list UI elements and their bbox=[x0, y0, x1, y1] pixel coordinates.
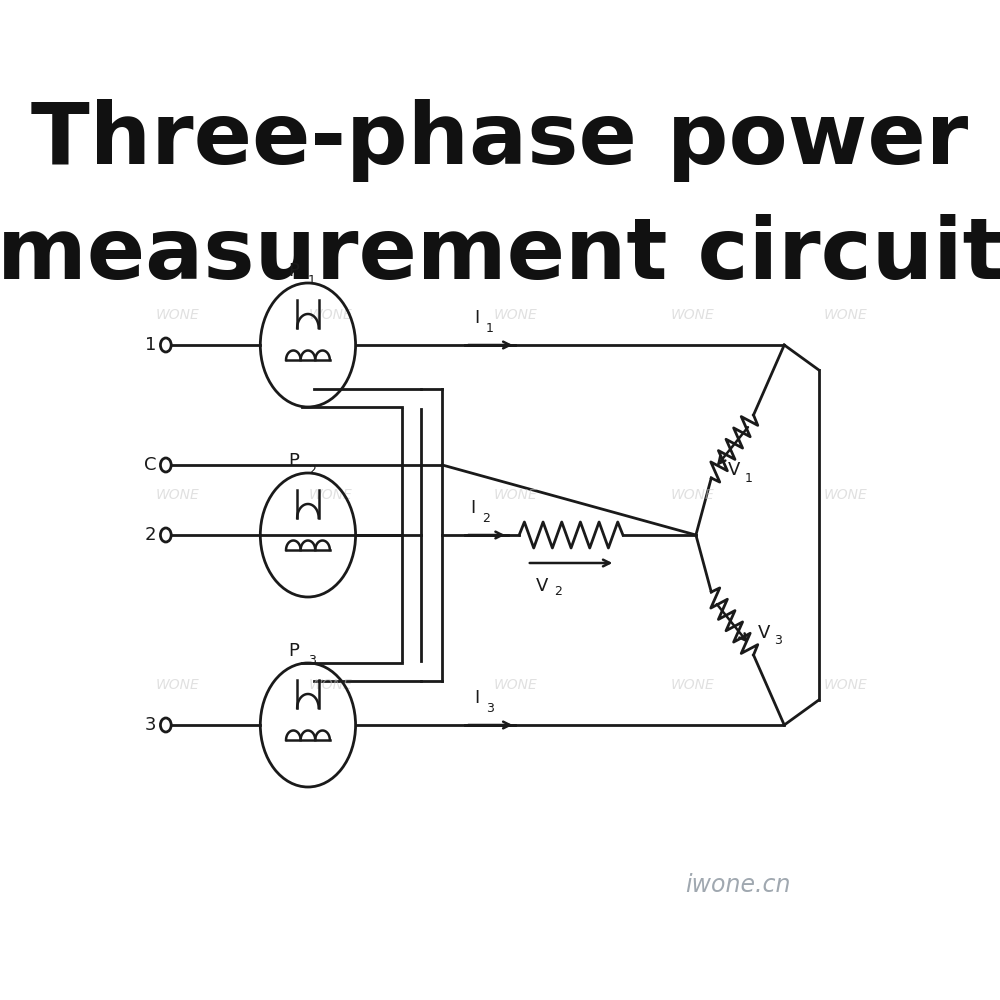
Text: WONE: WONE bbox=[309, 488, 353, 502]
Text: WONE: WONE bbox=[155, 488, 199, 502]
Text: WONE: WONE bbox=[309, 678, 353, 692]
Text: V: V bbox=[757, 624, 770, 642]
Text: WONE: WONE bbox=[155, 678, 199, 692]
Text: WONE: WONE bbox=[824, 488, 868, 502]
Text: measurement circuit: measurement circuit bbox=[0, 214, 1000, 296]
Text: WONE: WONE bbox=[309, 308, 353, 322]
Text: WONE: WONE bbox=[493, 488, 537, 502]
Text: WONE: WONE bbox=[670, 308, 714, 322]
Text: WONE: WONE bbox=[670, 678, 714, 692]
Text: 2: 2 bbox=[145, 526, 156, 544]
Text: WONE: WONE bbox=[824, 678, 868, 692]
Text: I: I bbox=[470, 499, 476, 517]
Text: 3: 3 bbox=[145, 716, 156, 734]
Text: P: P bbox=[289, 642, 300, 660]
Text: 3: 3 bbox=[308, 654, 316, 668]
Text: 1: 1 bbox=[145, 336, 156, 354]
Text: iwone.cn: iwone.cn bbox=[685, 873, 791, 897]
Text: 1: 1 bbox=[308, 274, 316, 288]
Text: WONE: WONE bbox=[493, 308, 537, 322]
Text: V: V bbox=[536, 577, 548, 595]
Text: 1: 1 bbox=[486, 322, 494, 335]
Text: P: P bbox=[289, 452, 300, 470]
Text: 3: 3 bbox=[486, 702, 494, 715]
Text: C: C bbox=[144, 456, 157, 474]
Text: WONE: WONE bbox=[493, 678, 537, 692]
Text: WONE: WONE bbox=[824, 308, 868, 322]
Text: Three-phase power: Three-phase power bbox=[31, 99, 969, 182]
Text: P: P bbox=[289, 262, 300, 280]
Text: 2: 2 bbox=[482, 512, 490, 525]
Text: WONE: WONE bbox=[155, 308, 199, 322]
Text: WONE: WONE bbox=[670, 488, 714, 502]
Text: V: V bbox=[728, 461, 741, 479]
Text: I: I bbox=[474, 689, 480, 707]
Text: 3: 3 bbox=[774, 634, 782, 648]
Text: I: I bbox=[474, 309, 480, 327]
Text: 1: 1 bbox=[745, 472, 753, 485]
Text: 2: 2 bbox=[554, 585, 562, 598]
Text: 2: 2 bbox=[308, 464, 316, 478]
